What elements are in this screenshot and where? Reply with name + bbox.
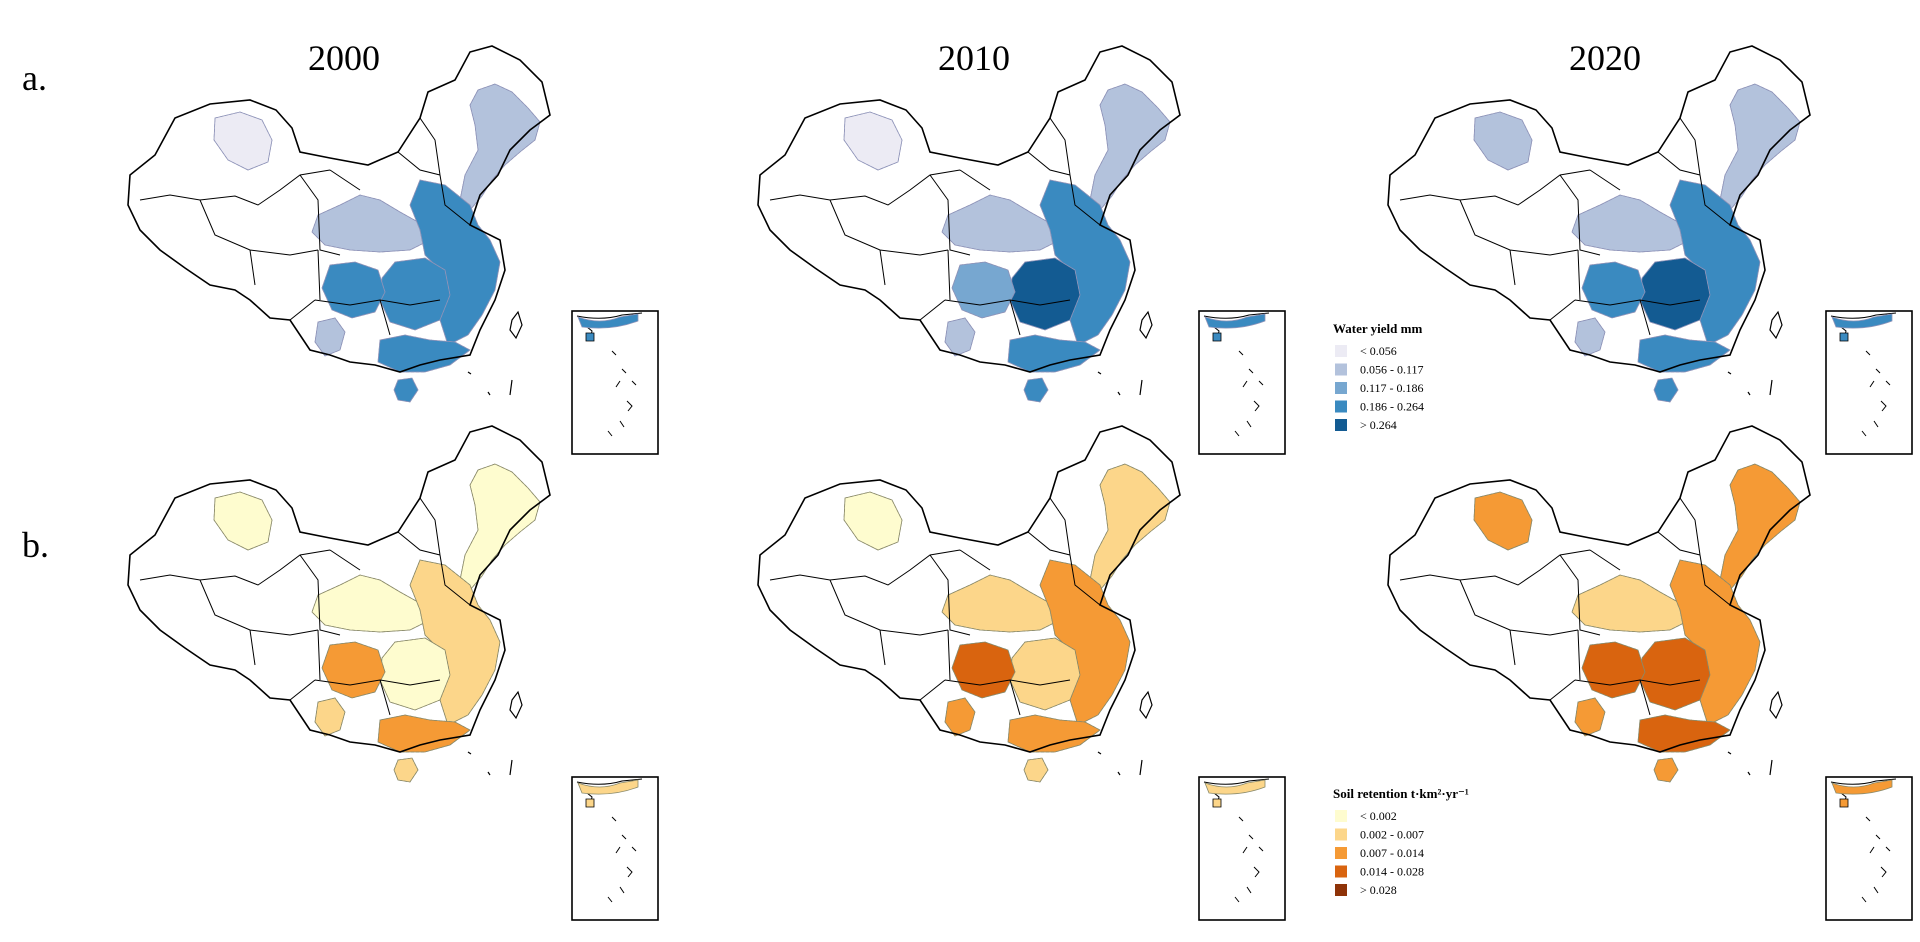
region-central — [379, 257, 451, 331]
legend-soil-retention-swatch — [1335, 884, 1347, 896]
south-sea-inset — [1198, 776, 1286, 921]
south-sea-inset — [1198, 310, 1286, 455]
region-northeast — [459, 463, 541, 591]
legend-water-yield-swatch — [1335, 382, 1347, 394]
map-water-yield-2020 — [1387, 45, 1811, 403]
legend-soil-retention-swatch — [1335, 865, 1347, 878]
islands — [1097, 371, 1143, 396]
region-central — [1639, 257, 1711, 331]
island-outline — [509, 310, 523, 340]
legend-soil-retention-label: < 0.002 — [1360, 809, 1397, 823]
map-soil-retention-2000 — [127, 425, 551, 783]
region-southwest — [1574, 317, 1606, 357]
maps-layer — [127, 45, 1913, 921]
island-outline — [1139, 310, 1153, 340]
legend-soil-retention-label: > 0.028 — [1360, 883, 1397, 897]
legend-water-yield-label: < 0.056 — [1360, 344, 1397, 358]
islands — [467, 751, 513, 776]
legend-water-yield-label: 0.186 - 0.264 — [1360, 400, 1424, 414]
panel-label-b: b. — [22, 525, 49, 565]
region-northeast — [459, 83, 541, 211]
legend-soil-retention-swatch — [1335, 828, 1347, 841]
year-heading-2020: 2020 — [1569, 38, 1641, 78]
island-outline — [1769, 690, 1783, 720]
legend-water-yield-label: > 0.264 — [1360, 418, 1397, 432]
region-northeast — [1089, 463, 1171, 591]
islands — [1097, 751, 1143, 776]
islands — [467, 371, 513, 396]
year-heading-2010: 2010 — [938, 38, 1010, 78]
region-northeast — [1089, 83, 1171, 211]
region-xinjiang — [843, 111, 903, 171]
south-sea-inset — [571, 310, 659, 455]
map-soil-retention-2010 — [757, 425, 1181, 783]
region-xinjiang — [213, 111, 273, 171]
legend-water-yield-label: 0.117 - 0.186 — [1360, 381, 1424, 395]
region-xinjiang — [213, 491, 273, 551]
region-southwest — [944, 317, 976, 357]
map-water-yield-2010 — [757, 45, 1181, 403]
island-outline — [1769, 310, 1783, 340]
legend-water-yield-swatch — [1335, 419, 1347, 431]
legend-soil-retention-swatch — [1335, 847, 1347, 859]
region-central — [379, 637, 451, 711]
south-sea-inset — [1825, 776, 1913, 921]
region-southwest — [944, 697, 976, 737]
south-sea-inset — [1825, 310, 1913, 455]
map-soil-retention-2020 — [1387, 425, 1811, 783]
legend-water-yield-label: 0.056 - 0.117 — [1360, 363, 1424, 377]
legend-soil-retention-label: 0.014 - 0.028 — [1360, 865, 1424, 879]
panel-label-a: a. — [22, 58, 47, 98]
region-northeast — [1719, 83, 1801, 211]
legend-water-yield: Water yield mm < 0.056 0.056 - 0.117 0.117… — [1333, 321, 1424, 432]
region-central — [1639, 637, 1711, 711]
island-outline — [509, 690, 523, 720]
legend-soil-retention-label: 0.002 - 0.007 — [1360, 828, 1424, 842]
region-central — [1009, 637, 1081, 711]
legend-soil-retention-swatch — [1335, 810, 1347, 822]
year-heading-2000: 2000 — [308, 38, 380, 78]
region-central — [1009, 257, 1081, 331]
legend-water-yield-swatch — [1335, 363, 1347, 376]
legend-water-yield-swatch — [1335, 400, 1347, 413]
region-xinjiang — [843, 491, 903, 551]
islands — [1727, 751, 1773, 776]
region-xinjiang — [1473, 491, 1533, 551]
legend-title: Water yield mm — [1333, 321, 1422, 336]
island-outline — [1139, 690, 1153, 720]
region-southwest — [314, 697, 346, 737]
legend-title: Soil retention t·km²·yr⁻¹ — [1333, 786, 1469, 801]
region-southwest — [314, 317, 346, 357]
legend-soil-retention-label: 0.007 - 0.014 — [1360, 846, 1424, 860]
region-xinjiang — [1473, 111, 1533, 171]
map-water-yield-2000 — [127, 45, 551, 403]
region-southwest — [1574, 697, 1606, 737]
islands — [1727, 371, 1773, 396]
region-northeast — [1719, 463, 1801, 591]
legend-water-yield-swatch — [1335, 345, 1347, 357]
south-sea-inset — [571, 776, 659, 921]
legend-soil-retention: Soil retention t·km²·yr⁻¹ < 0.002 0.002 -… — [1333, 786, 1469, 897]
